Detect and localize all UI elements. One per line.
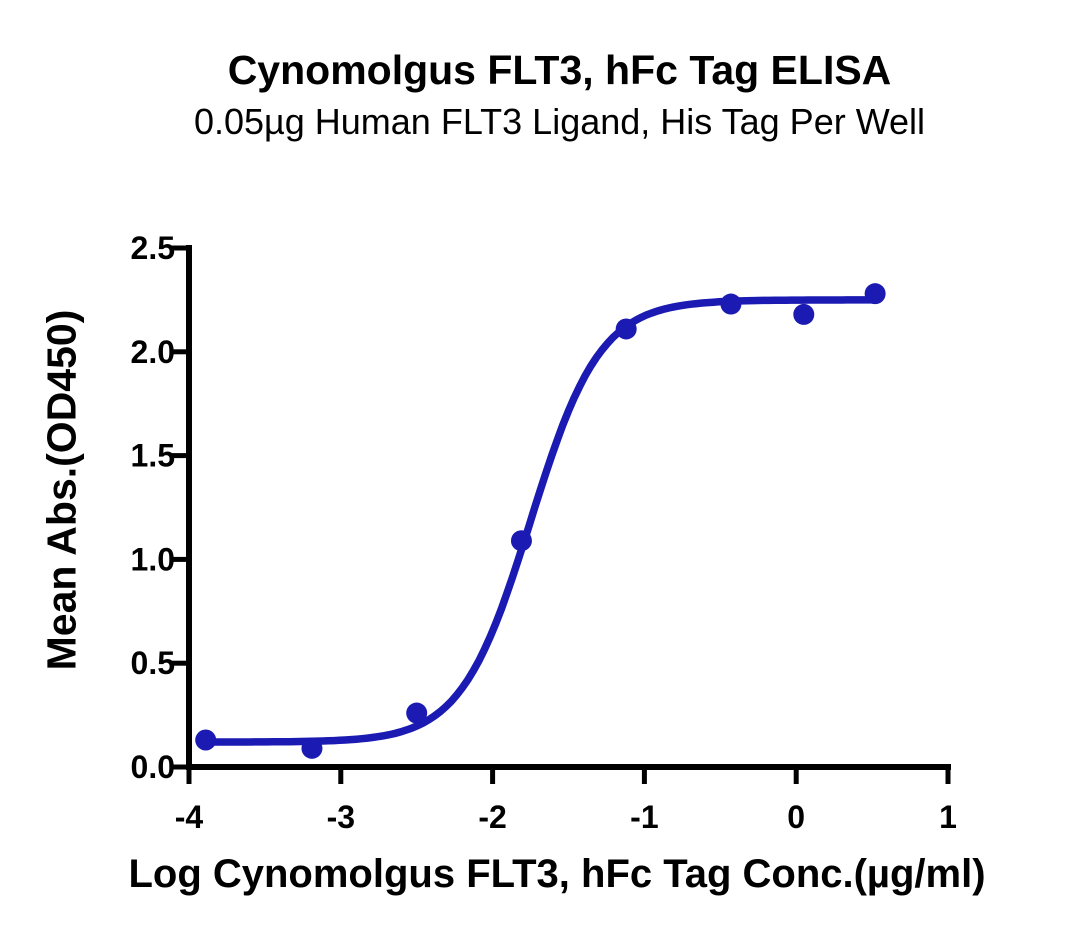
- x-axis-label: Log Cynomolgus FLT3, hFc Tag Conc.(µg/ml…: [128, 852, 986, 896]
- data-point: [615, 318, 637, 340]
- data-point: [793, 303, 815, 325]
- y-tick-label: 2.5: [131, 230, 175, 266]
- data-point: [301, 737, 323, 759]
- y-tick-label: 0.0: [131, 749, 175, 785]
- data-point: [406, 702, 428, 724]
- x-tick-label: -1: [630, 799, 658, 835]
- y-tick-label: 1.5: [131, 438, 175, 474]
- x-tick-label: 1: [939, 799, 957, 835]
- x-tick-label: -3: [327, 799, 355, 835]
- chart-title: Cynomolgus FLT3, hFc Tag ELISA: [227, 47, 892, 93]
- data-point: [864, 283, 886, 305]
- fit-curve: [201, 296, 879, 746]
- data-point: [510, 530, 532, 552]
- y-tick-label: 2.0: [131, 334, 175, 370]
- x-tick-label: -2: [478, 799, 506, 835]
- data-point: [195, 729, 217, 751]
- chart-subtitle: 0.05µg Human FLT3 Ligand, His Tag Per We…: [193, 101, 926, 142]
- data-point: [720, 293, 742, 315]
- x-tick-label: 0: [787, 799, 805, 835]
- y-tick-label: 0.5: [131, 645, 175, 681]
- y-tick-label: 1.0: [131, 541, 175, 577]
- x-tick-label: -4: [175, 799, 204, 835]
